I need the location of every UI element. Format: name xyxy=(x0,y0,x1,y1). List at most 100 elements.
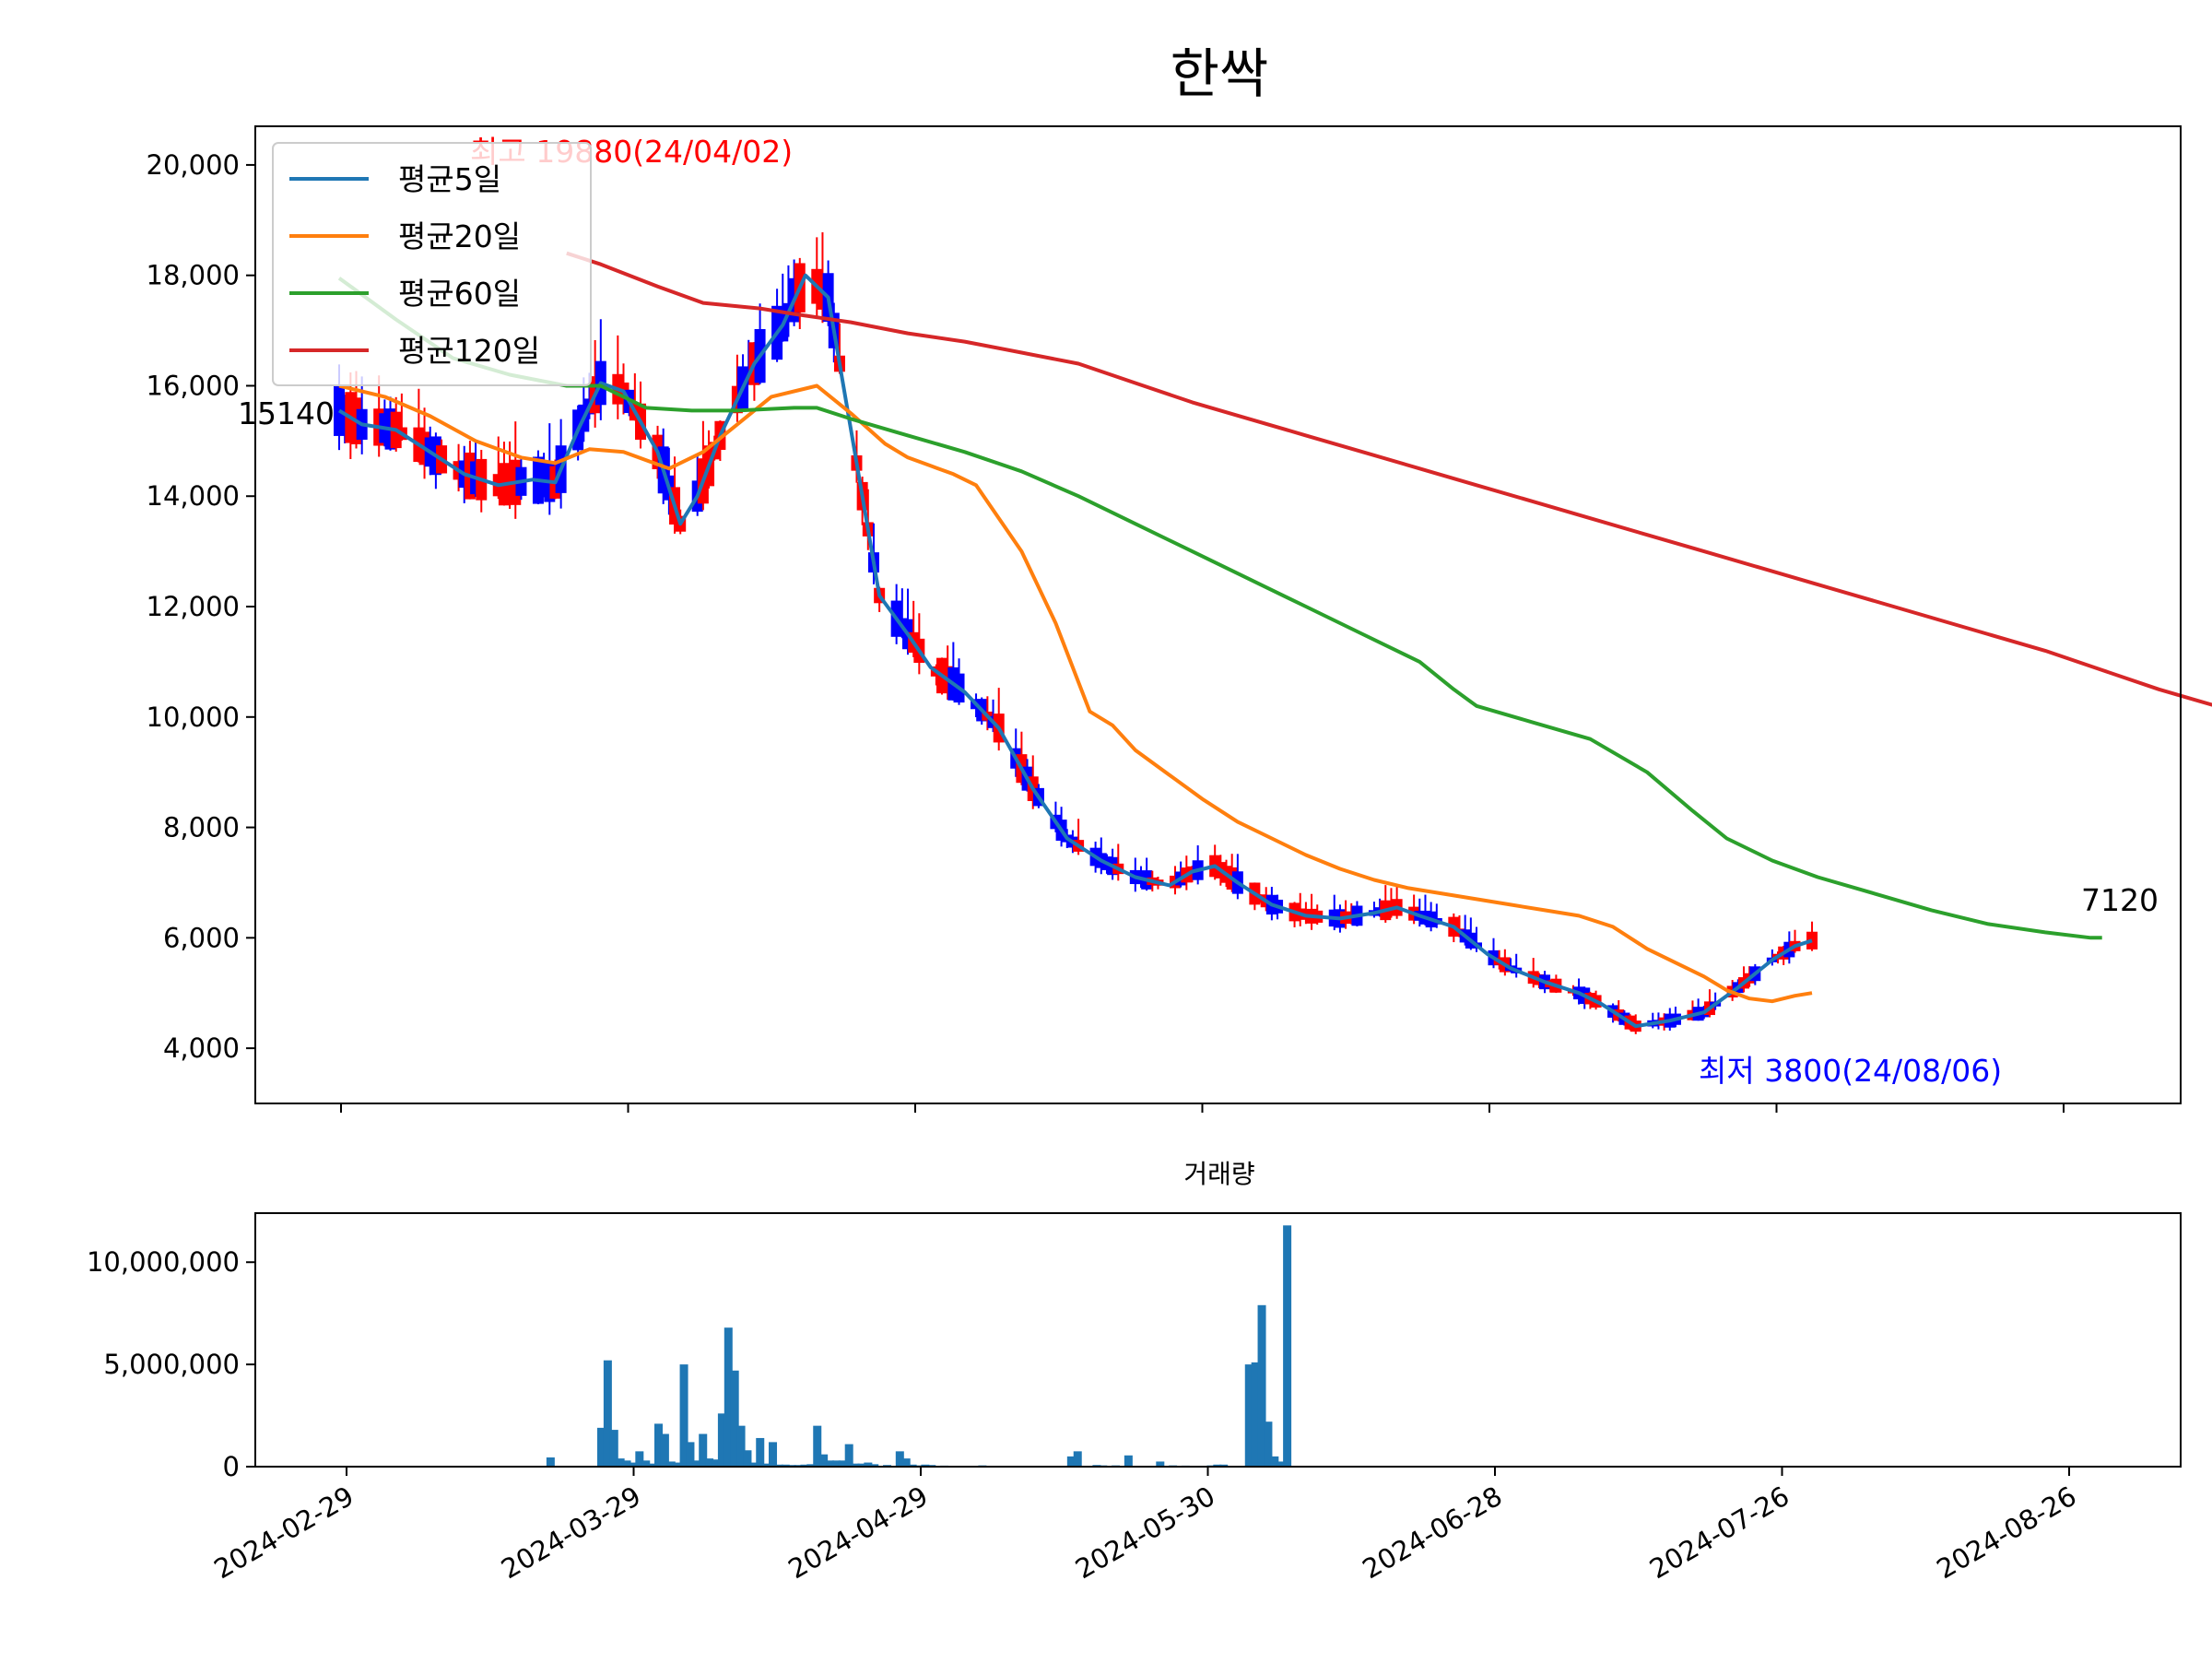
volume-bar xyxy=(660,1433,669,1467)
volume-bar xyxy=(1066,1456,1076,1467)
volume-bar xyxy=(857,1463,866,1467)
volume-bar xyxy=(774,1464,783,1467)
price-y-tick-label: 4,000 xyxy=(163,1032,240,1064)
volume-bar xyxy=(1257,1304,1266,1467)
volume-bar xyxy=(908,1464,917,1467)
volume-bar xyxy=(806,1464,816,1467)
price-axes-frame xyxy=(254,125,2182,1104)
volume-bar xyxy=(622,1460,631,1467)
volume-bar xyxy=(870,1464,879,1467)
price-y-tick-label: 12,000 xyxy=(147,591,240,622)
volume-bar xyxy=(838,1460,847,1467)
x-tick-label: 2024-05-30 xyxy=(1070,1480,1220,1586)
volume-bar xyxy=(699,1433,708,1467)
volume-bar xyxy=(756,1437,765,1467)
volume-bar xyxy=(831,1460,841,1467)
volume-bar xyxy=(648,1463,657,1467)
ma-line xyxy=(337,277,2102,940)
ma-line xyxy=(337,273,1813,1029)
legend-label: 평균20일 xyxy=(398,218,521,254)
volume-bar xyxy=(895,1451,904,1467)
volume-bar xyxy=(921,1464,930,1467)
volume-bar xyxy=(762,1463,771,1467)
volume-y-tick-label: 10,000,000 xyxy=(87,1246,240,1278)
volume-bar xyxy=(641,1460,651,1467)
x-tick-label: 2024-08-26 xyxy=(1932,1480,2082,1586)
volume-axes-frame xyxy=(254,1212,2182,1468)
price-y-tick-label: 18,000 xyxy=(147,260,240,291)
volume-bar xyxy=(717,1413,726,1467)
volume-bar xyxy=(635,1451,644,1467)
price-y-tick-label: 16,000 xyxy=(147,370,240,401)
volume-bar xyxy=(603,1360,612,1467)
volume-bar xyxy=(609,1430,618,1467)
volume-bar xyxy=(1244,1364,1253,1467)
volume-bar xyxy=(666,1461,676,1467)
price-y-tick-label: 6,000 xyxy=(163,922,240,953)
volume-bar xyxy=(724,1327,733,1467)
volume-bar xyxy=(546,1457,555,1467)
volume-bar xyxy=(712,1459,721,1467)
volume-bar xyxy=(1251,1362,1260,1467)
candle-body xyxy=(1806,931,1818,949)
volume-bar xyxy=(654,1423,663,1467)
volume-bar xyxy=(692,1460,701,1467)
volume-bar xyxy=(749,1462,759,1467)
volume-bar xyxy=(844,1444,853,1467)
volume-bar xyxy=(705,1458,714,1467)
x-tick-label: 2024-04-29 xyxy=(783,1480,934,1586)
volume-plot-area: 0 5,000,000 10,000,000 2024-02-29 2024-03-29… xyxy=(87,1212,2182,1586)
volume-bar xyxy=(1283,1225,1292,1467)
volume-bar xyxy=(1270,1456,1279,1467)
volume-bar xyxy=(800,1464,809,1467)
x-tick-label: 2024-02-29 xyxy=(209,1480,359,1586)
volume-bar xyxy=(730,1370,739,1467)
volume-bar xyxy=(743,1450,752,1467)
volume-bar xyxy=(1264,1421,1273,1467)
price-plot-area: 4,0006,0008,00010,00012,00014,00016,0001… xyxy=(147,125,2212,1113)
ma-line xyxy=(338,383,1813,1004)
volume-bar xyxy=(673,1462,682,1467)
volume-bar xyxy=(686,1442,695,1467)
volume-bar xyxy=(781,1464,790,1467)
x-tick-label: 2024-03-29 xyxy=(496,1480,646,1586)
x-tick-label: 2024-06-28 xyxy=(1358,1480,1508,1586)
legend-label: 평균120일 xyxy=(398,333,540,369)
legend-label: 평균60일 xyxy=(398,276,521,312)
volume-title: 거래량 xyxy=(1183,1159,1254,1189)
volume-bar xyxy=(901,1458,911,1467)
price-y-tick-label: 10,000 xyxy=(147,702,240,733)
volume-bar xyxy=(1219,1464,1229,1467)
volume-bar xyxy=(1156,1461,1165,1467)
low-annotation: 최저 3800(24/08/06) xyxy=(1699,1053,2002,1089)
volume-bar xyxy=(596,1427,606,1467)
price-y-tick-label: 8,000 xyxy=(163,812,240,843)
chart-title: 한싹 xyxy=(1171,42,1269,105)
volume-bar xyxy=(679,1364,688,1467)
volume-bar xyxy=(813,1425,822,1467)
volume-bar xyxy=(1213,1464,1222,1467)
legend-box xyxy=(272,142,592,386)
price-y-tick-label: 20,000 xyxy=(147,149,240,181)
volume-bar xyxy=(1124,1455,1133,1467)
volume-y-tick-label: 0 xyxy=(223,1451,240,1482)
legend-label: 평균5일 xyxy=(398,161,501,197)
volume-bar xyxy=(629,1462,638,1467)
volume-bar xyxy=(736,1425,746,1467)
volume-bar xyxy=(819,1454,829,1467)
volume-bar xyxy=(864,1462,873,1467)
volume-bar xyxy=(851,1463,860,1467)
volume-bar xyxy=(826,1460,835,1467)
start-price-label: 15140 xyxy=(238,395,335,431)
volume-bar xyxy=(616,1458,625,1467)
x-tick-label: 2024-07-26 xyxy=(1644,1480,1794,1586)
volume-bar xyxy=(1073,1451,1082,1467)
price-y-tick-label: 14,000 xyxy=(147,480,240,512)
volume-y-tick-label: 5,000,000 xyxy=(103,1349,240,1380)
volume-bar xyxy=(769,1442,778,1467)
end-price-label: 7120 xyxy=(2081,882,2159,918)
volume-bar xyxy=(1277,1461,1286,1467)
